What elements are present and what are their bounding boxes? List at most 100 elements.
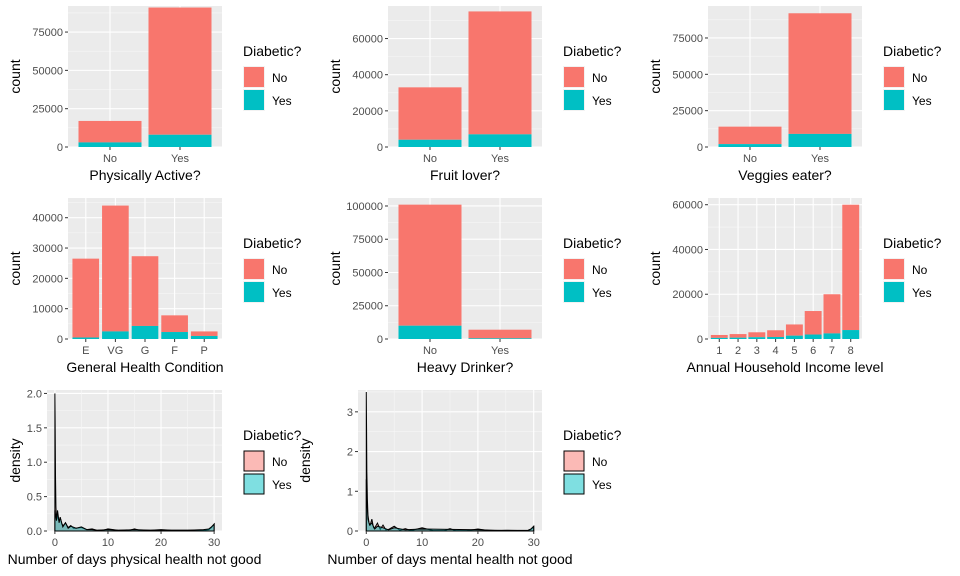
y-tick-label: 20000 [32,273,63,285]
x-axis-title: Veggies eater? [738,167,832,183]
legend-swatch-yes [244,282,264,302]
x-tick-label: F [171,345,178,357]
legend-label-yes: Yes [912,94,932,108]
bar-yes [788,133,852,147]
bar-no [718,126,782,145]
y-tick-label: 3 [347,407,353,419]
y-tick-label: 0.0 [27,526,42,538]
x-tick-label: 0 [363,537,369,549]
y-tick-label: 100000 [346,201,383,213]
legend-title: Diabetic? [883,43,942,59]
bar-yes [767,336,785,339]
y-tick-label: 75000 [672,33,703,45]
x-tick-label: P [201,345,208,357]
x-tick-label: 20 [472,537,484,549]
bar-no [190,331,218,336]
bar-yes [468,134,532,147]
x-axis-title: Heavy Drinker? [417,359,514,375]
legend-swatch-yes [244,90,264,110]
y-tick-label: 50000 [32,65,63,77]
bar-yes [468,338,532,339]
bar-no [710,334,728,338]
y-tick-label: 40000 [32,213,63,225]
legend-label-no: No [592,263,608,277]
bar-no [468,329,532,339]
y-tick-label: 50000 [352,267,383,279]
x-tick-label: Yes [491,345,509,357]
y-tick-label: 1.0 [27,457,42,469]
legend-swatch-no [564,67,584,87]
y-tick-label: 0 [347,526,353,538]
bar-yes [748,337,766,339]
legend-swatch-yes [884,282,904,302]
bar-no [729,334,747,338]
bar-yes [161,332,188,339]
bar-yes [72,337,100,339]
bar-no [398,87,462,140]
bar-no [804,311,822,335]
legend-swatch-no [884,259,904,279]
legend-swatch-yes [564,282,584,302]
x-tick-label: 8 [848,345,854,357]
y-tick-label: 2 [347,447,353,459]
y-axis-title: count [7,59,23,93]
bar-yes [102,331,129,339]
y-tick-label: 75000 [352,234,383,246]
legend: Diabetic? No Yes [563,43,622,111]
legend: Diabetic? No Yes [243,43,302,111]
y-tick-label: 0 [57,142,63,154]
bar-no [823,294,841,334]
bar-yes [398,325,462,339]
x-tick-label: Yes [491,153,509,165]
bar-no [78,120,142,143]
y-tick-label: 2.0 [27,388,42,400]
y-axis-title: count [647,59,663,93]
bar-yes [190,335,218,339]
bar-no [842,204,860,331]
legend-title: Diabetic? [563,235,622,251]
legend: Diabetic? No Yes [243,235,302,303]
bar-yes [842,330,860,339]
legend-title: Diabetic? [883,235,942,251]
bar-no [72,258,100,338]
chart-panel-2: 0 20000 40000 60000 No Yes Fruit lover? count Di… [327,6,622,183]
legend-swatch-yes [563,473,585,495]
legend-swatch-no [564,259,584,279]
x-tick-label: 10 [102,537,114,549]
bar-no [748,332,766,338]
bar-no [148,7,212,135]
x-axis-title: General Health Condition [66,359,223,375]
y-tick-label: 0.5 [27,492,42,504]
y-tick-label: 1 [347,486,353,498]
density-area-yes [365,479,535,532]
x-tick-label: 1 [716,345,722,357]
legend-label-no: No [272,71,288,85]
y-axis-title: density [7,438,23,482]
legend: Diabetic? No Yes [883,43,942,111]
bar-no [468,11,532,135]
y-tick-label: 30000 [32,243,63,255]
legend-label-no: No [272,263,288,277]
chart-panel-5: 0 25000 50000 75000 100000 No Yes Heavy Drinker… [327,198,622,375]
bar-no [785,324,803,336]
legend-label-yes: Yes [272,286,292,300]
bar-yes [148,134,212,147]
chart-panel-4: 0 10000 20000 30000 40000 E VG G F P General Healt… [7,198,302,375]
legend-label-yes: Yes [592,478,612,492]
legend-label-no: No [592,455,608,469]
legend: Diabetic? No Yes [563,235,622,303]
x-tick-label: No [103,153,117,165]
chart-panel-6: 0 20000 40000 60000 1 2 3 4 5 6 7 8 Annual Household… [647,198,942,375]
y-tick-label: 40000 [672,244,703,256]
x-tick-label: 3 [754,345,760,357]
y-tick-label: 0 [697,142,703,154]
x-tick-label: VG [107,345,123,357]
bar-yes [823,333,841,339]
y-tick-label: 75000 [32,27,63,39]
legend-label-no: No [272,455,288,469]
legend-swatch-yes [884,90,904,110]
legend-label-yes: Yes [592,286,612,300]
y-axis-title: count [647,251,663,285]
